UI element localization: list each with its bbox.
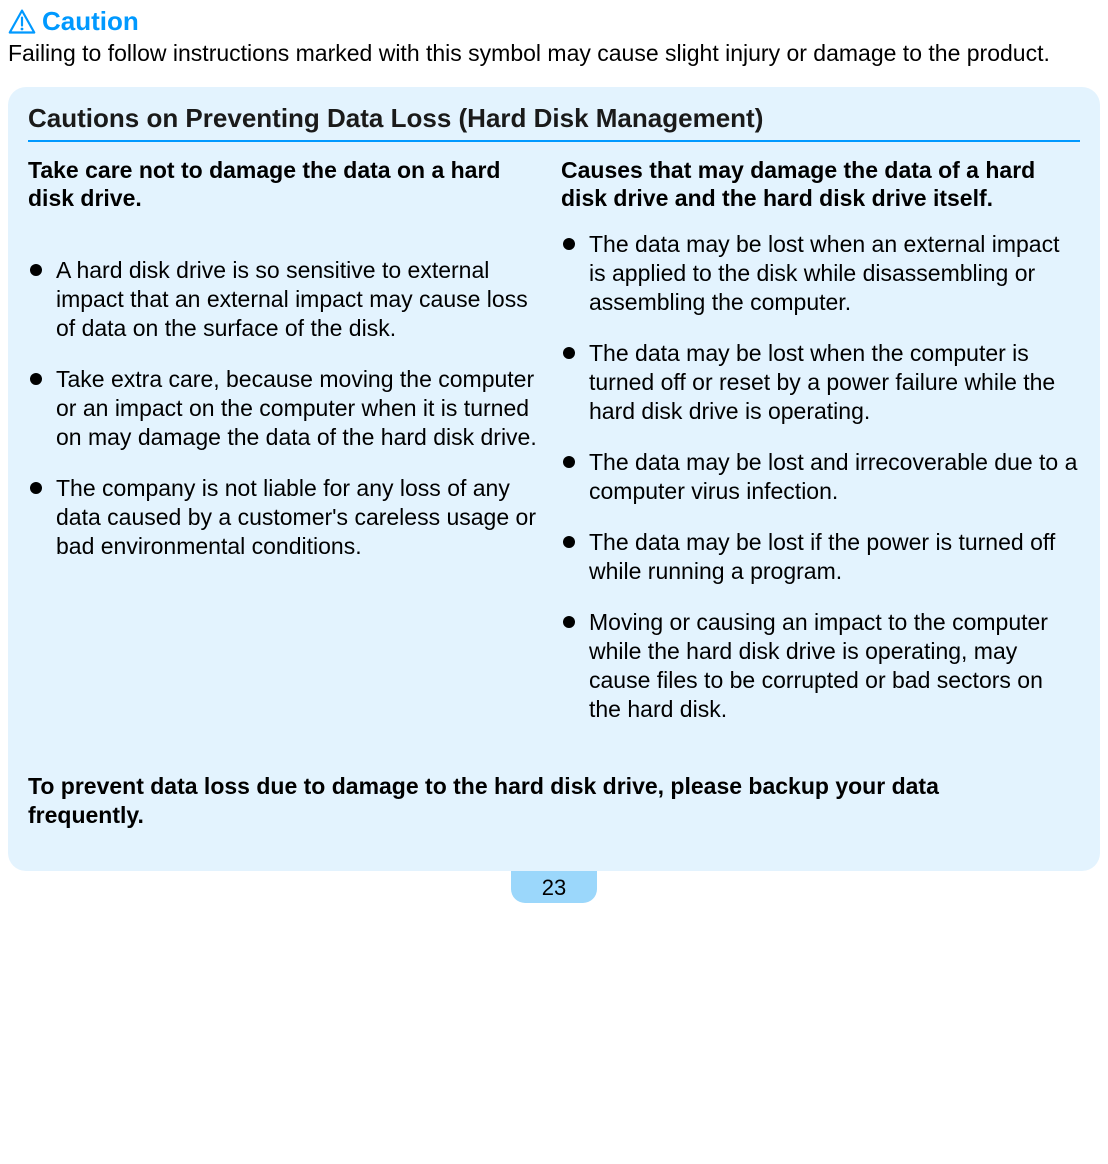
panel-title: Cautions on Preventing Data Loss (Hard D… [28,103,1080,142]
right-column: Causes that may damage the data of a har… [561,152,1080,746]
list-item: The data may be lost when an external im… [561,230,1080,317]
page-number: 23 [511,871,597,903]
caution-triangle-icon [8,8,36,36]
list-item: Moving or causing an impact to the compu… [561,608,1080,724]
page-number-container: 23 [0,871,1108,903]
list-item: The data may be lost and irrecoverable d… [561,448,1080,506]
footer-note: To prevent data loss due to damage to th… [28,772,1080,830]
columns-container: Take care not to damage the data on a ha… [28,152,1080,746]
left-column-heading: Take care not to damage the data on a ha… [28,156,547,212]
right-column-heading: Causes that may damage the data of a har… [561,156,1080,212]
caution-title: Caution [42,6,139,37]
cautions-panel: Cautions on Preventing Data Loss (Hard D… [8,87,1100,872]
left-column: Take care not to damage the data on a ha… [28,152,547,746]
document-page: Caution Failing to follow instructions m… [0,0,1108,871]
left-bullet-list: A hard disk drive is so sensitive to ext… [28,256,547,561]
list-item: A hard disk drive is so sensitive to ext… [28,256,547,343]
right-bullet-list: The data may be lost when an external im… [561,230,1080,724]
list-item: The data may be lost if the power is tur… [561,528,1080,586]
caution-header: Caution [8,6,1100,37]
list-item: The data may be lost when the computer i… [561,339,1080,426]
caution-description: Failing to follow instructions marked wi… [8,39,1100,69]
list-item: Take extra care, because moving the comp… [28,365,547,452]
list-item: The company is not liable for any loss o… [28,474,547,561]
